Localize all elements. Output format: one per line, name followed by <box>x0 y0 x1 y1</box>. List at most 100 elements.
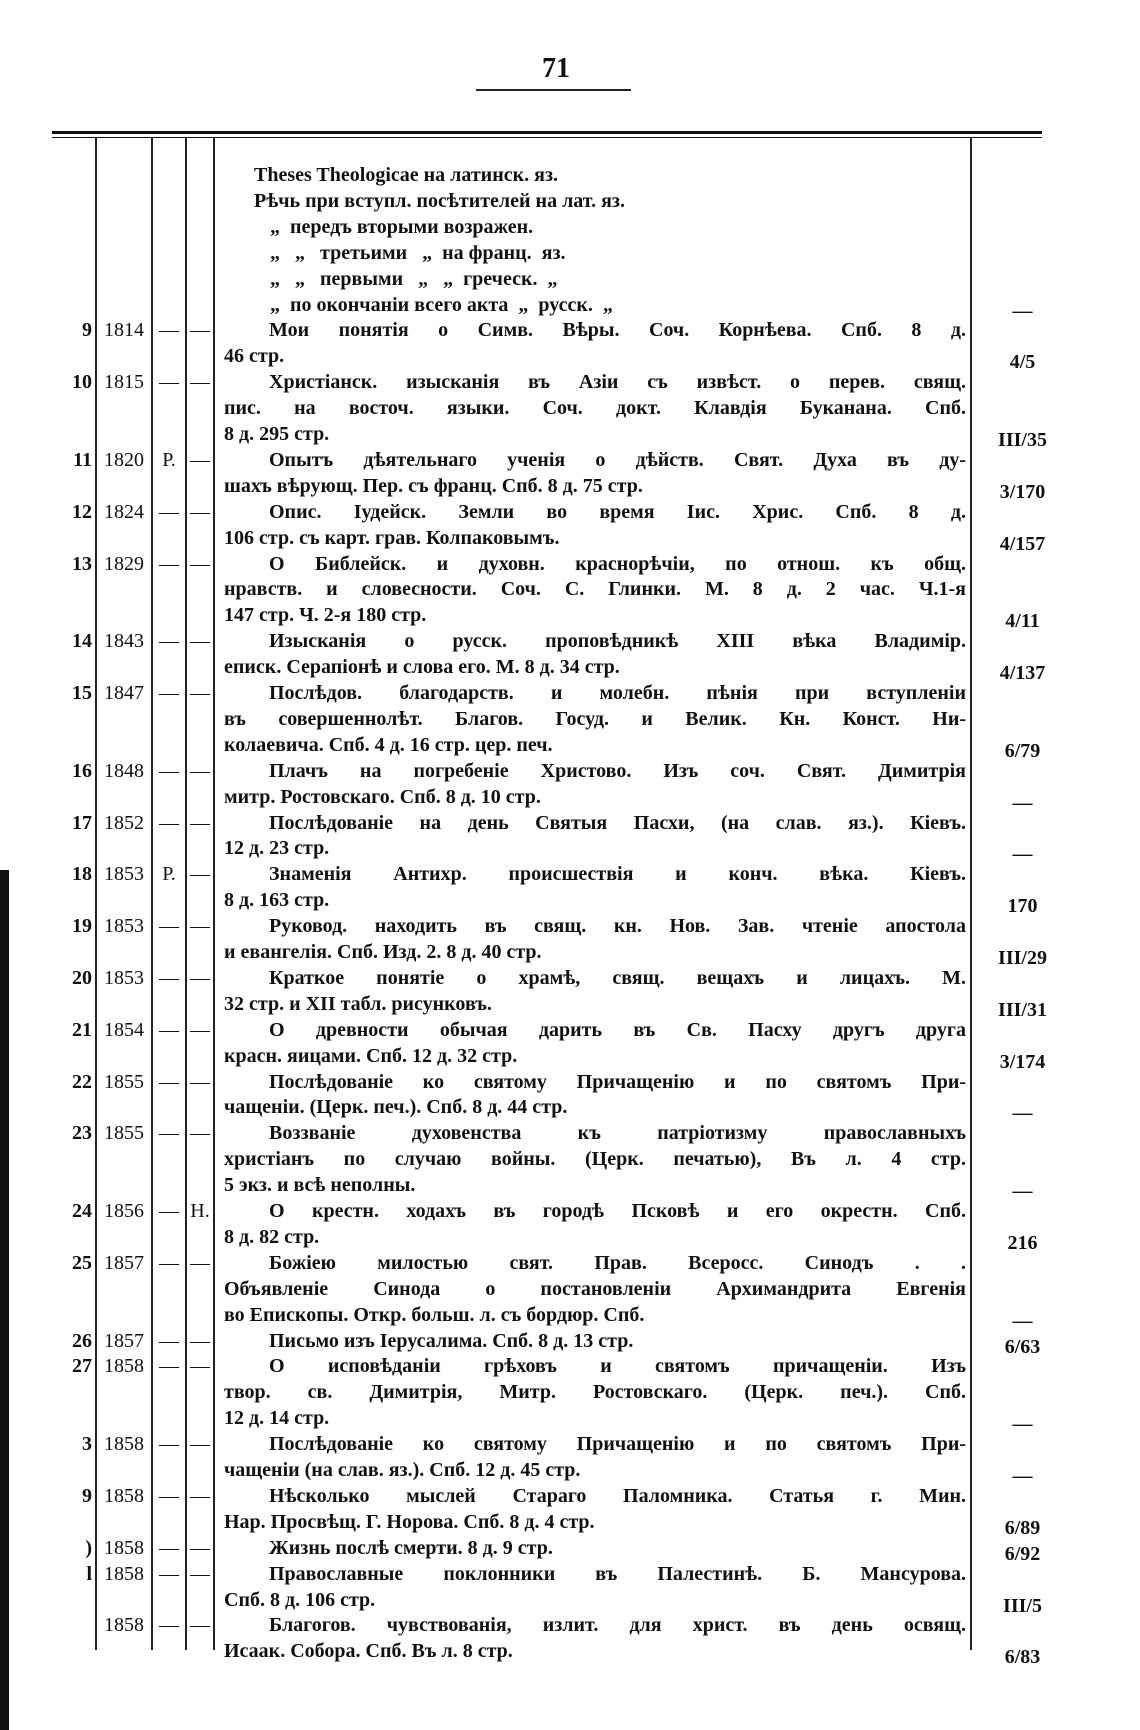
entry-text: О крестн. ходахъ въ городѣ Псковѣ и его … <box>269 1200 966 1222</box>
entry-number: 19 <box>72 915 92 938</box>
entry-number: 12 <box>72 500 92 523</box>
entry-mark: — <box>190 630 210 653</box>
entry-price: 170 <box>1007 895 1038 918</box>
entry-mark: — <box>190 1355 210 1378</box>
entry-price: 4/157 <box>999 532 1046 555</box>
entry-price: 4/137 <box>999 662 1046 685</box>
entry-price: 6/63 <box>1004 1335 1041 1358</box>
entry-text: 147 стр. Ч. 2-я 180 стр. <box>224 604 427 627</box>
entry-text: „ „ первыми „ „ греческ. „ <box>270 267 558 290</box>
entry-text: колаевича. Спб. 4 д. 16 стр. цер. печ. <box>224 733 553 756</box>
entry-text: Христіанск. изысканія въ Азіи съ извѣст.… <box>269 371 966 394</box>
entry-text: христіанъ по случаю войны. (Церк. печать… <box>224 1148 966 1171</box>
entry-price: — <box>1012 1309 1033 1332</box>
entry-price: 3/174 <box>999 1050 1046 1073</box>
entry-text: 8 д. 295 стр. <box>224 423 330 445</box>
entry-number: ) <box>85 1536 92 1559</box>
entry-number: 11 <box>73 448 92 471</box>
entry-text: епиcк. Серапіонѣ и слова его. М. 8 д. 34… <box>224 656 620 679</box>
entry-text: 12 д. 23 стр. <box>224 837 330 860</box>
entry-number: 23 <box>72 1122 92 1145</box>
entry-text: нравств. и словесности. Соч. С. Глинки. … <box>224 578 966 601</box>
scan-edge <box>0 870 9 1730</box>
entry-mark: — <box>190 811 210 834</box>
entry-year: 1858 <box>104 1614 144 1637</box>
entry-price: 4/5 <box>1009 351 1036 374</box>
entry-mark: — <box>159 1122 179 1145</box>
entry-text: Нѣсколько мыслей Стараго Паломника. Стат… <box>269 1484 966 1507</box>
entry-mark: — <box>159 552 179 575</box>
entry-mark: — <box>190 1614 210 1637</box>
entry-text: Жизнь послѣ смерти. 8 д. 9 стр. <box>269 1536 553 1559</box>
entry-number: 10 <box>72 371 92 394</box>
entry-text: красн. яицами. Спб. 12 д. 32 стр. <box>224 1044 518 1067</box>
entry-number: 21 <box>72 1018 92 1041</box>
entry-text: О исповѣданіи грѣховъ и святомъ причащен… <box>269 1355 966 1378</box>
entry-mark: — <box>159 915 179 938</box>
entry-mark: — <box>159 1355 179 1378</box>
entry-text: Православные поклонники въ Палестинѣ. Б.… <box>269 1562 966 1585</box>
entry-price: 6/89 <box>1004 1516 1041 1539</box>
entry-mark: — <box>159 811 179 834</box>
entry-number: 3 <box>82 1433 92 1456</box>
entry-text: въ совершеннолѣт. Благов. Госуд. и Велик… <box>224 707 966 730</box>
entry-year: 1820 <box>104 448 144 471</box>
entry-mark: — <box>190 1018 210 1041</box>
entry-year: 1843 <box>104 630 144 653</box>
entry-mark: — <box>159 630 179 653</box>
entry-price: — <box>1012 843 1033 866</box>
entry-mark: — <box>159 966 179 989</box>
entry-text: Знаменія Антихр. происшествія и конч. вѣ… <box>269 863 966 886</box>
entry-year: 1858 <box>104 1484 144 1507</box>
entry-text: О древности обычая дарить въ Св. Пасху д… <box>269 1018 966 1041</box>
entry-number: 9 <box>82 319 92 342</box>
entry-mark: — <box>190 1329 210 1352</box>
entry-year: 1858 <box>104 1355 144 1378</box>
entry-number: 17 <box>72 811 92 834</box>
entry-mark: — <box>159 1070 179 1093</box>
entry-mark: Р. <box>162 448 176 471</box>
entry-mark: — <box>190 1562 210 1585</box>
entry-text: Послѣдованіе на день Святыя Пасхи, (на с… <box>269 811 966 834</box>
entry-text: Опис. Іудейск. Земли во время Іис. Хрис.… <box>269 500 966 523</box>
entry-price: III/35 <box>998 429 1047 451</box>
entry-number: 22 <box>72 1070 92 1093</box>
entry-text: чащеніи. (Церк. печ.). Спб. 8 д. 44 стр. <box>224 1096 568 1119</box>
entry-year: 1852 <box>104 811 144 834</box>
entry-number: 16 <box>72 759 92 782</box>
entry-number: 27 <box>72 1355 92 1378</box>
entry-year: 1847 <box>104 682 144 704</box>
entry-text: Послѣдованіе ко святому Причащенію и по … <box>269 1433 966 1456</box>
entry-year: 1829 <box>104 552 144 575</box>
entry-number: 13 <box>72 552 92 575</box>
entry-year: 1857 <box>104 1329 144 1352</box>
entry-text: „ передъ вторыми возражен. <box>270 215 534 238</box>
entry-price: III/5 <box>1003 1594 1042 1617</box>
entry-text: Theses Theologicae на латинск. яз. <box>254 164 558 186</box>
entry-price: 4/11 <box>1005 610 1040 633</box>
entry-text: митр. Ростовскаго. Спб. 8 д. 10 стр. <box>224 785 541 808</box>
entry-mark: — <box>159 1614 179 1637</box>
entry-price: 3/170 <box>999 480 1046 503</box>
entry-mark: — <box>159 1329 179 1352</box>
entry-text: „ по окончаніи всего акта „ русск. „ <box>270 293 613 316</box>
entry-text: Объявленіе Синода о постановленіи Архима… <box>224 1277 966 1300</box>
column-rule <box>970 138 972 1650</box>
column-rule <box>95 138 97 1650</box>
entry-price: — <box>1012 1102 1033 1125</box>
entry-number: 20 <box>72 966 92 989</box>
entry-mark: — <box>159 1562 179 1585</box>
entry-text: твор. св. Димитрія, Митр. Ростовскаго. (… <box>224 1381 966 1404</box>
entry-year: 1853 <box>104 863 144 886</box>
entry-text: Послѣдованіе ко святому Причащенію и по … <box>269 1070 966 1093</box>
entry-text: Изысканія о русск. проповѣдникѣ XIII вѣк… <box>269 630 966 653</box>
entry-mark: — <box>190 1070 210 1093</box>
entry-number: 14 <box>72 630 92 653</box>
entry-text: Воззваніе духовенства къ патріотизму пра… <box>269 1122 966 1145</box>
entry-number: 26 <box>72 1329 92 1352</box>
entry-mark: — <box>159 1200 179 1222</box>
entry-text: 32 стр. и XII табл. рисунковъ. <box>224 992 492 1015</box>
entry-price: — <box>1012 1465 1033 1487</box>
page-number: 71 <box>542 53 570 84</box>
